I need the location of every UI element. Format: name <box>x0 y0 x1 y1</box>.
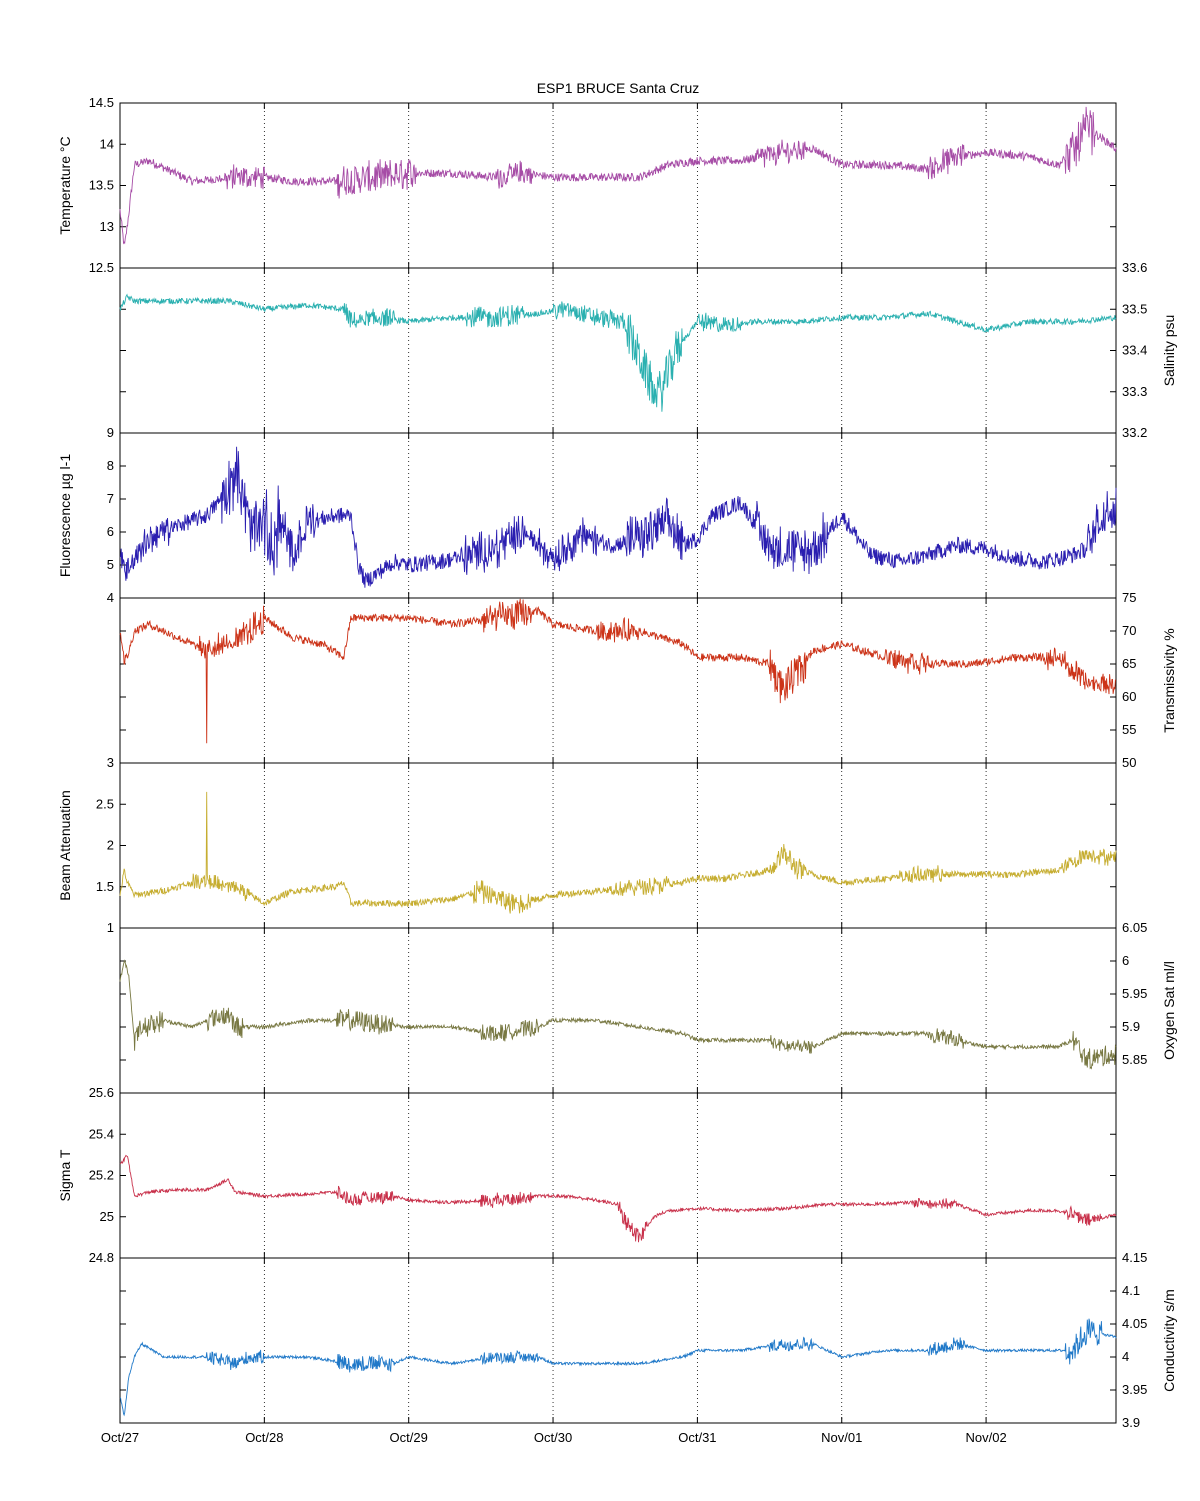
x-tick-label: Nov/01 <box>821 1430 862 1445</box>
y-tick-label: 50 <box>1122 755 1136 770</box>
x-axis: Oct/27 Oct/28 Oct/29 Oct/30 Oct/31 Nov/01 Nov/… <box>101 1430 1007 1445</box>
y-tick-label: 2.5 <box>96 796 114 811</box>
x-tick-label: Oct/29 <box>390 1430 428 1445</box>
y-tick-label: 12.5 <box>89 260 114 275</box>
y-axis-label: Beam Attenuation <box>57 790 73 901</box>
y-tick-label: 60 <box>1122 689 1136 704</box>
y-axis-label: Oxygen Sat ml/l <box>1161 961 1177 1060</box>
y-tick-label: 33.5 <box>1122 301 1147 316</box>
y-tick-label: 70 <box>1122 623 1136 638</box>
y-tick-label: 2 <box>107 838 114 853</box>
y-tick-label: 25.2 <box>89 1168 114 1183</box>
series-line-sigma_t <box>119 1154 1117 1243</box>
y-tick-label: 3.9 <box>1122 1415 1140 1430</box>
panel-frame <box>119 267 1117 434</box>
y-tick-label: 13 <box>100 219 114 234</box>
y-tick-label: 3 <box>107 755 114 770</box>
series-line-transmissivity <box>119 598 1117 744</box>
x-tick-label: Oct/27 <box>101 1430 139 1445</box>
panel-transmissivity: 50 55 60 65 70 75 Transmissivity % <box>119 590 1177 770</box>
y-tick-label: 75 <box>1122 590 1136 605</box>
y-tick-label: 4 <box>1122 1349 1129 1364</box>
y-tick-label: 5.9 <box>1122 1019 1140 1034</box>
y-tick-label: 25.6 <box>89 1085 114 1100</box>
y-tick-label: 14.5 <box>89 95 114 110</box>
panel-frame <box>119 1257 1117 1424</box>
series-line-beam_attenuation <box>119 791 1117 914</box>
y-axis-label: Sigma T <box>57 1149 73 1201</box>
y-tick-label: 5.85 <box>1122 1052 1147 1067</box>
panel-fluorescence: 4 5 6 7 8 9 Fluorescence µg l-1 <box>57 425 1117 605</box>
y-tick-label: 24.8 <box>89 1250 114 1265</box>
y-axis-label: Conductivity s/m <box>1161 1289 1177 1392</box>
panel-oxygen_sat: 5.85 5.9 5.95 6 6.05 Oxygen Sat ml/l <box>119 920 1177 1094</box>
y-tick-label: 33.3 <box>1122 384 1147 399</box>
y-tick-label: 4.15 <box>1122 1250 1147 1265</box>
y-tick-label: 6 <box>107 524 114 539</box>
x-tick-label: Oct/28 <box>245 1430 283 1445</box>
series-line-oxygen_sat <box>119 959 1117 1070</box>
panel-frame <box>119 762 1117 929</box>
panel-beam_attenuation: 1 1.5 2 2.5 3 Beam Attenuation <box>57 755 1117 935</box>
y-tick-label: 4 <box>107 590 114 605</box>
y-tick-label: 13.5 <box>89 178 114 193</box>
y-axis-label: Transmissivity % <box>1161 628 1177 733</box>
y-tick-label: 6 <box>1122 953 1129 968</box>
panel-sigma_t: 24.8 25 25.2 25.4 25.6 Sigma T <box>57 1085 1117 1265</box>
y-tick-label: 25 <box>100 1209 114 1224</box>
panel-frame <box>119 597 1117 764</box>
y-tick-label: 1.5 <box>96 879 114 894</box>
y-tick-label: 65 <box>1122 656 1136 671</box>
series-line-salinity <box>119 293 1117 412</box>
y-tick-label: 5 <box>107 557 114 572</box>
y-tick-label: 33.2 <box>1122 425 1147 440</box>
y-tick-label: 8 <box>107 458 114 473</box>
y-tick-label: 4.1 <box>1122 1283 1140 1298</box>
series-line-fluorescence <box>119 446 1117 588</box>
y-tick-label: 3.95 <box>1122 1382 1147 1397</box>
y-tick-label: 33.6 <box>1122 260 1147 275</box>
x-tick-label: Oct/30 <box>534 1430 572 1445</box>
y-tick-label: 14 <box>100 136 114 151</box>
panel-temperature: 12.5 13 13.5 14 14.5 Temperature °C <box>57 95 1117 275</box>
panel-salinity: 33.2 33.3 33.4 33.5 33.6 Salinity psu <box>119 260 1177 440</box>
y-tick-label: 9 <box>107 425 114 440</box>
panel-frame <box>119 432 1117 599</box>
y-tick-label: 55 <box>1122 722 1136 737</box>
y-tick-label: 1 <box>107 920 114 935</box>
y-tick-label: 33.4 <box>1122 343 1147 358</box>
y-axis-label: Temperature °C <box>57 136 73 234</box>
y-tick-label: 6.05 <box>1122 920 1147 935</box>
y-tick-label: 5.95 <box>1122 986 1147 1001</box>
y-axis-label: Fluorescence µg l-1 <box>57 454 73 577</box>
y-tick-label: 7 <box>107 491 114 506</box>
panel-frame <box>119 927 1117 1094</box>
panel-frame <box>119 1092 1117 1259</box>
y-tick-label: 25.4 <box>89 1126 114 1141</box>
y-axis-label: Salinity psu <box>1161 315 1177 387</box>
series-line-conductivity <box>119 1318 1117 1417</box>
chart-title: ESP1 BRUCE Santa Cruz <box>537 80 700 96</box>
x-tick-label: Nov/02 <box>965 1430 1006 1445</box>
series-line-temperature <box>119 106 1117 245</box>
panel-frame <box>119 102 1117 269</box>
y-tick-label: 4.05 <box>1122 1316 1147 1331</box>
panel-conductivity: 3.9 3.95 4 4.05 4.1 4.15 Conductivity s/m <box>119 1250 1177 1430</box>
x-tick-label: Oct/31 <box>678 1430 716 1445</box>
